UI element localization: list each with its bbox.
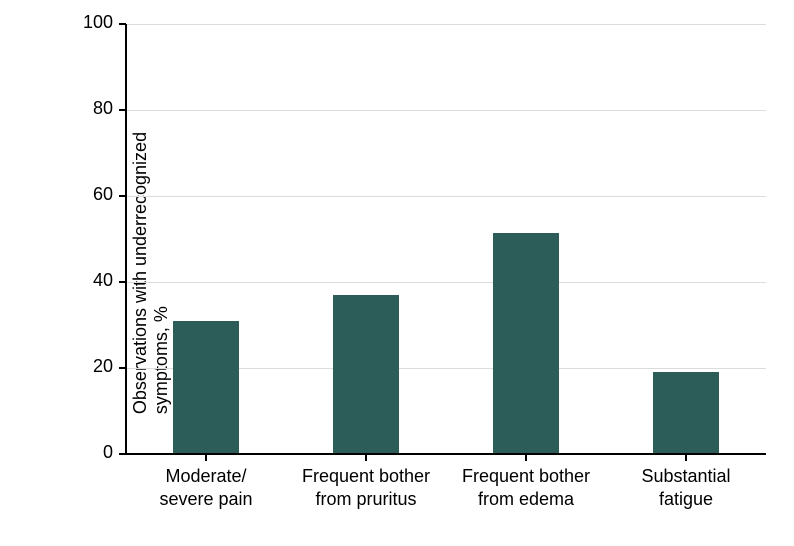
- bar: [333, 295, 399, 454]
- x-tick-label: Moderate/severe pain: [126, 465, 286, 510]
- x-tick-label-line: from pruritus: [286, 488, 446, 511]
- y-tick-label: 80: [63, 98, 113, 119]
- x-tick-label: Frequent botherfrom pruritus: [286, 465, 446, 510]
- bar-chart: Observations with underrecognizedsymptom…: [0, 0, 794, 546]
- x-tick-label: Substantialfatigue: [606, 465, 766, 510]
- x-tick-label-line: severe pain: [126, 488, 286, 511]
- y-tick-label: 100: [63, 12, 113, 33]
- x-tick-label-line: fatigue: [606, 488, 766, 511]
- x-tick-label-line: Moderate/: [126, 465, 286, 488]
- bar: [493, 233, 559, 454]
- gridline: [126, 24, 766, 25]
- gridline: [126, 110, 766, 111]
- x-tick-label: Frequent botherfrom edema: [446, 465, 606, 510]
- x-tick-label-line: Frequent bother: [446, 465, 606, 488]
- y-tick-label: 60: [63, 184, 113, 205]
- x-tick: [685, 454, 687, 461]
- plot-area: 020406080100Moderate/severe painFrequent…: [126, 24, 766, 454]
- x-tick: [525, 454, 527, 461]
- x-tick-label-line: from edema: [446, 488, 606, 511]
- gridline: [126, 196, 766, 197]
- x-axis: [125, 453, 766, 455]
- y-tick-label: 20: [63, 356, 113, 377]
- gridline: [126, 282, 766, 283]
- y-tick-label: 0: [63, 442, 113, 463]
- y-tick-label: 40: [63, 270, 113, 291]
- bar: [173, 321, 239, 454]
- x-tick-label-line: Frequent bother: [286, 465, 446, 488]
- x-tick: [365, 454, 367, 461]
- x-tick: [205, 454, 207, 461]
- y-axis: [125, 24, 127, 455]
- bar: [653, 372, 719, 454]
- x-tick-label-line: Substantial: [606, 465, 766, 488]
